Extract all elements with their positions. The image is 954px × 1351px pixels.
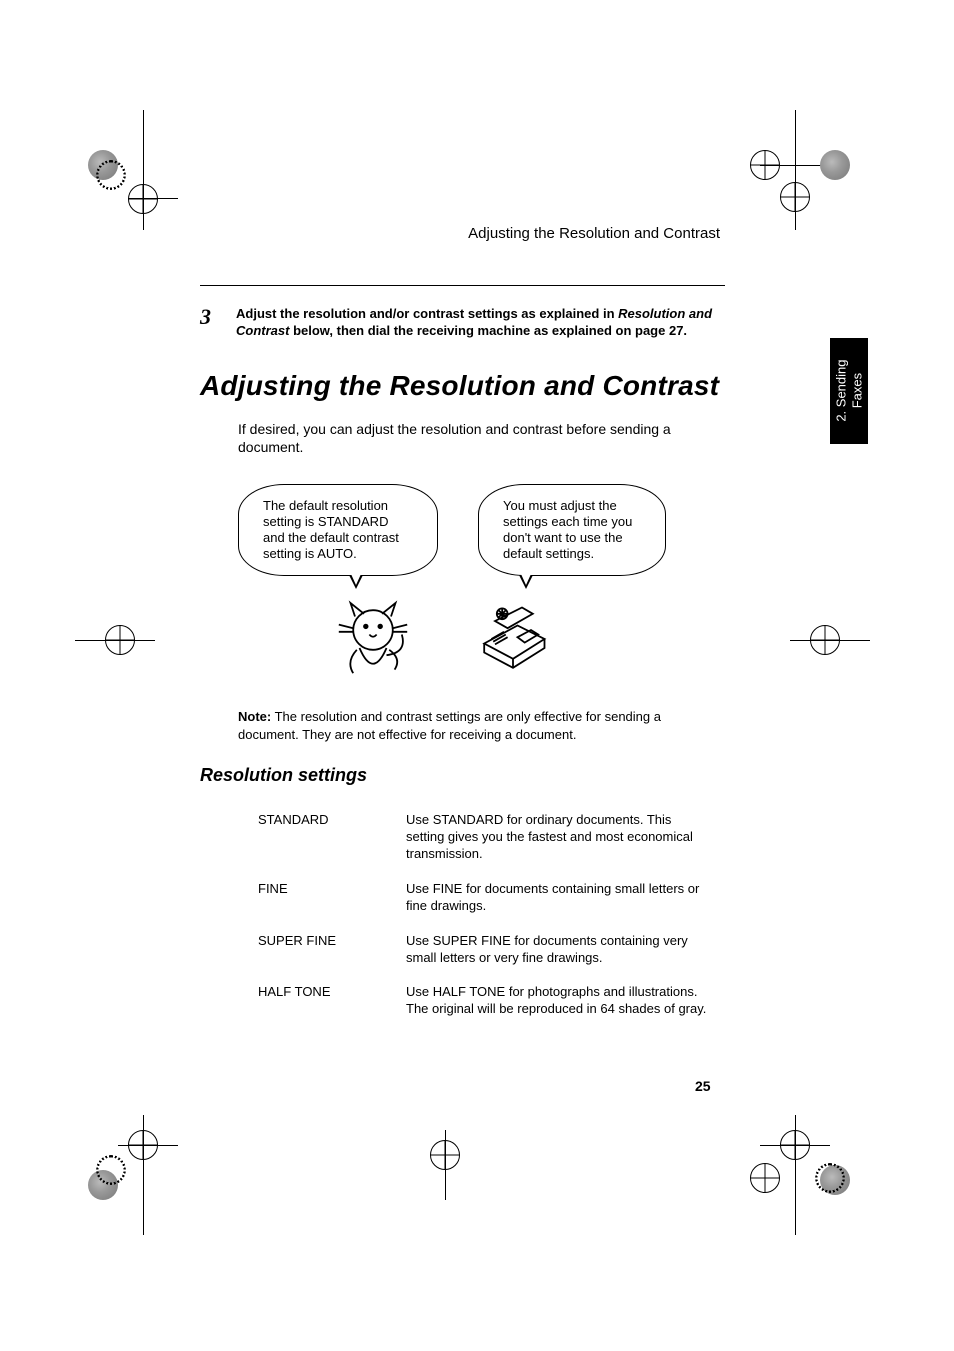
speech-bubble-left: The default resolution setting is STANDA… <box>238 484 438 576</box>
table-row: STANDARD Use STANDARD for ordinary docum… <box>258 812 708 863</box>
speech-bubble-right-text: You must adjust the settings each time y… <box>503 498 641 563</box>
setting-name: HALF TONE <box>258 984 378 1018</box>
setting-name: SUPER FINE <box>258 933 378 967</box>
running-header: Adjusting the Resolution and Contrast <box>200 225 720 242</box>
table-row: SUPER FINE Use SUPER FINE for documents … <box>258 933 708 967</box>
note-paragraph: Note: The resolution and contrast settin… <box>238 708 718 743</box>
subsection-heading: Resolution settings <box>200 765 725 786</box>
setting-name: FINE <box>258 881 378 915</box>
section-heading: Adjusting the Resolution and Contrast <box>200 370 725 402</box>
fax-machine-icon <box>468 594 558 684</box>
page-number: 25 <box>695 1078 711 1094</box>
chapter-tab: 2. SendingFaxes <box>830 338 868 444</box>
setting-desc: Use FINE for documents containing small … <box>406 881 708 915</box>
setting-desc: Use SUPER FINE for documents containing … <box>406 933 708 967</box>
bubble-tail-icon <box>349 575 363 589</box>
speech-bubble-right: You must adjust the settings each time y… <box>478 484 666 576</box>
table-row: FINE Use FINE for documents containing s… <box>258 881 708 915</box>
cat-character-icon <box>328 594 418 684</box>
intro-paragraph: If desired, you can adjust the resolutio… <box>238 420 698 456</box>
note-label: Note: <box>238 709 271 724</box>
illustrations-row <box>238 594 725 684</box>
note-text: The resolution and contrast settings are… <box>238 709 661 742</box>
step-number: 3 <box>200 306 224 340</box>
step-text-2: below, then dial the receiving machine a… <box>289 323 687 338</box>
step-text-1: Adjust the resolution and/or contrast se… <box>236 306 618 321</box>
step-block: 3 Adjust the resolution and/or contrast … <box>200 306 725 340</box>
chapter-tab-label: 2. SendingFaxes <box>833 360 864 422</box>
setting-desc: Use HALF TONE for photographs and illust… <box>406 984 708 1018</box>
bubble-tail-icon <box>519 575 533 589</box>
header-rule <box>200 285 725 286</box>
setting-desc: Use STANDARD for ordinary documents. Thi… <box>406 812 708 863</box>
speech-bubbles: The default resolution setting is STANDA… <box>238 484 725 576</box>
setting-name: STANDARD <box>258 812 378 863</box>
resolution-settings-table: STANDARD Use STANDARD for ordinary docum… <box>258 812 708 1018</box>
step-text: Adjust the resolution and/or contrast se… <box>236 306 725 340</box>
table-row: HALF TONE Use HALF TONE for photographs … <box>258 984 708 1018</box>
speech-bubble-left-text: The default resolution setting is STANDA… <box>263 498 413 563</box>
